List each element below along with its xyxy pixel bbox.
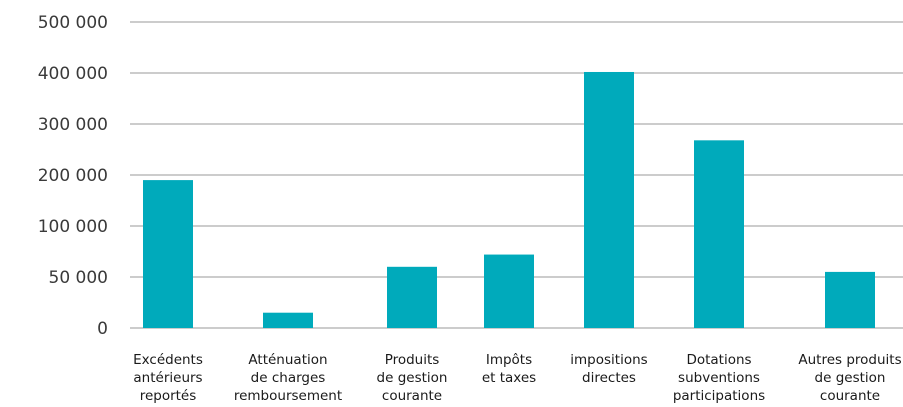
bar xyxy=(484,254,534,328)
y-tick-label: 400 000 xyxy=(38,64,108,84)
x-category-label-line: impositions xyxy=(570,352,647,368)
x-category-label-line: Autres produits xyxy=(798,352,901,368)
x-category-label: Produits de gestion courante xyxy=(377,352,448,404)
x-category-label-line: de charges xyxy=(251,370,326,386)
x-category-label-line: courante xyxy=(382,388,442,404)
bar xyxy=(694,140,744,328)
x-category-label: Dotations subventions participations xyxy=(673,352,765,404)
bar xyxy=(263,312,313,328)
x-axis-category-labels: Excédents antérieurs reportés Atténuation de… xyxy=(133,352,902,404)
x-category-label-line: participations xyxy=(673,388,765,404)
x-category-label-line: de gestion xyxy=(815,370,886,386)
x-category-label: Excédents antérieurs reportés xyxy=(133,352,203,404)
y-tick-label: 500 000 xyxy=(38,13,108,33)
y-tick-label: 100 000 xyxy=(38,217,108,237)
x-category-label-line: antérieurs xyxy=(133,370,202,386)
x-category-label-line: directes xyxy=(582,370,636,386)
x-category-label-line: Dotations xyxy=(686,352,751,368)
x-category-label-line: Produits xyxy=(385,352,440,368)
x-category-label: impositions directes xyxy=(570,352,647,386)
x-category-label-line: subventions xyxy=(678,370,760,386)
x-category-label-line: et taxes xyxy=(482,370,536,386)
x-category-label: Impôts et taxes xyxy=(482,352,536,386)
x-category-label-line: reportés xyxy=(140,388,197,404)
x-category-label-line: courante xyxy=(820,388,880,404)
y-tick-label: 200 000 xyxy=(38,166,108,186)
y-tick-label: 50 000 xyxy=(49,268,108,288)
x-category-label-line: Atténuation xyxy=(248,352,327,368)
x-category-label-line: Impôts xyxy=(486,352,532,368)
x-category-label-line: Excédents xyxy=(133,352,203,368)
bars xyxy=(143,71,875,328)
x-category-label-line: de gestion xyxy=(377,370,448,386)
bar xyxy=(584,71,634,328)
bar xyxy=(143,180,193,328)
x-category-label: Atténuation de charges remboursement xyxy=(234,352,342,404)
y-axis-tick-labels: 0 50 000 100 000 200 000 300 000 400 000 500 0… xyxy=(38,13,108,339)
x-category-label: Autres produits de gestion courante xyxy=(798,352,901,404)
y-tick-label: 300 000 xyxy=(38,115,108,135)
bar xyxy=(387,266,437,328)
y-tick-label: 0 xyxy=(97,319,108,339)
gridlines xyxy=(130,21,903,329)
x-category-label-line: remboursement xyxy=(234,388,342,404)
bar xyxy=(825,271,875,328)
